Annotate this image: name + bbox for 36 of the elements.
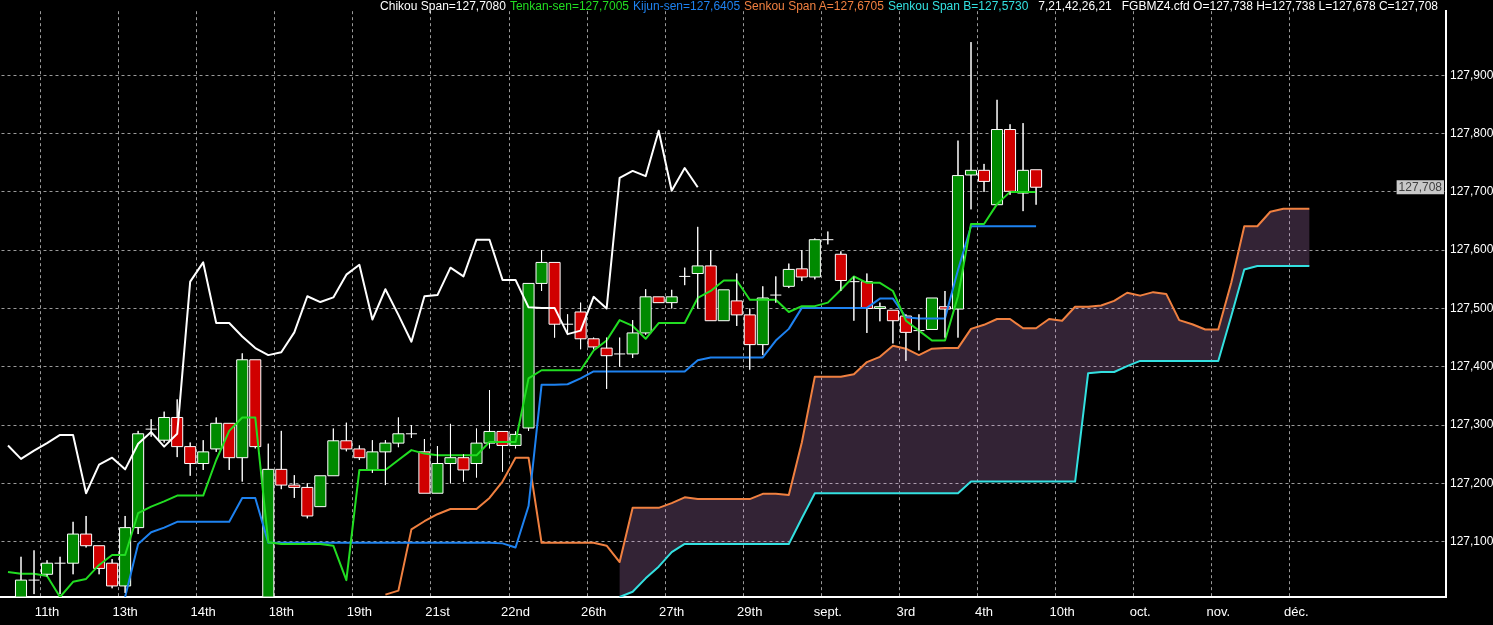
y-tick-label: 127,500	[1450, 300, 1493, 315]
text: Kijun-sen=127,6405	[633, 0, 741, 13]
x-tick-label: déc.	[1284, 604, 1309, 620]
text: Senkou Span A=127,6705	[744, 0, 884, 13]
x-tick-label: oct.	[1129, 604, 1151, 620]
x-tick-label: 3rd	[896, 604, 916, 620]
x-tick-label: nov.	[1206, 604, 1231, 620]
x-tick-label: 14th	[190, 604, 216, 620]
x-tick-label: 11th	[34, 604, 60, 620]
annotation: FGBMZ4.cfd O=127,738 H=127,738 L=127,678 C=127,708	[1121, 0, 1438, 13]
y-tick-label: 127,600	[1450, 242, 1493, 257]
y-tick-label: 127,700	[1450, 184, 1493, 199]
x-tick-label: 18th	[268, 604, 294, 620]
x-tick-label: 29th	[737, 604, 763, 620]
y-tick-label: 127,800	[1450, 125, 1493, 140]
y-tick-label: 127,200	[1450, 475, 1493, 490]
x-tick-label: sept.	[813, 604, 842, 620]
y-tick-label: 127,100	[1450, 533, 1493, 548]
x-tick-label: 22nd	[501, 604, 530, 620]
candlestick	[678, 267, 691, 286]
x-tick-label: 19th	[346, 604, 373, 620]
text: Chikou Span=127,7080	[380, 0, 506, 13]
x-tick-label: 13th	[112, 604, 138, 620]
x-tick-label: 10th	[1049, 604, 1075, 620]
annotation: 7,21,42,26,21	[1038, 0, 1112, 13]
x-tick-label: 4th	[974, 604, 994, 620]
text: Senkou Span B=127,5730	[887, 0, 1029, 13]
x-tick-label: 27th	[659, 604, 685, 620]
y-tick-label: 127,300	[1450, 417, 1493, 432]
y-tick-label: 127,900	[1450, 67, 1493, 82]
y-tick-label: 127,400	[1450, 359, 1493, 374]
x-tick-label: 21st	[425, 604, 451, 620]
text: Tenkan-sen=127,7005	[509, 0, 629, 13]
candlestick	[769, 275, 782, 304]
x-tick-label: 26th	[580, 604, 607, 620]
annotation: 127,708	[1398, 179, 1443, 194]
